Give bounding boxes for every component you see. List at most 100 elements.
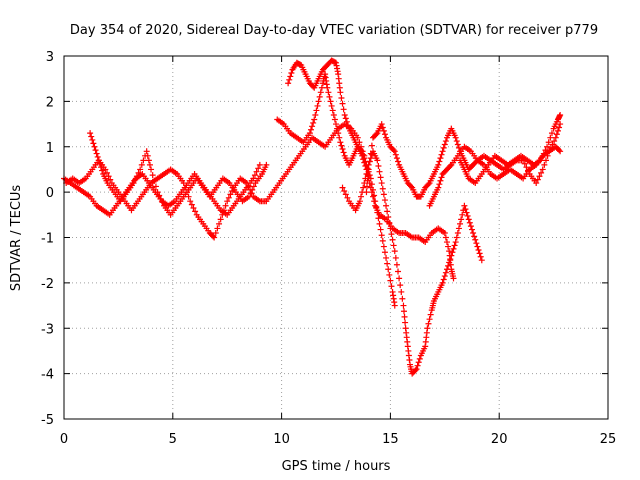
series-track-3: [87, 130, 270, 218]
data-point: [217, 216, 224, 223]
data-point: [399, 295, 406, 302]
data-point: [253, 168, 260, 175]
data-point: [87, 130, 94, 137]
y-tick-labels: -5 -4 -3 -2 -1 0 1 2 3: [41, 50, 54, 428]
data-point: [380, 191, 387, 198]
x-tick-label: 10: [273, 432, 290, 447]
data-point: [219, 211, 226, 218]
data-point: [449, 249, 456, 256]
data-point: [387, 225, 394, 232]
data-point: [408, 183, 415, 190]
data-point: [214, 225, 221, 232]
data-point: [360, 156, 367, 163]
data-point: [538, 169, 545, 176]
data-point: [187, 198, 194, 205]
data-point: [251, 172, 258, 179]
data-point: [146, 161, 153, 168]
data-point: [371, 192, 378, 199]
data-point: [88, 133, 95, 140]
data-point: [107, 176, 114, 183]
data-point: [143, 148, 150, 155]
data-point: [440, 276, 447, 283]
data-point: [541, 161, 548, 168]
data-point: [398, 288, 405, 295]
data-point: [426, 316, 433, 323]
data-point: [384, 208, 391, 215]
data-point: [443, 239, 450, 246]
data-point: [391, 302, 398, 309]
data-point: [425, 320, 432, 327]
x-tick-label: 0: [60, 432, 68, 447]
data-point: [368, 189, 375, 196]
y-tick-label: -1: [41, 232, 54, 247]
data-point: [159, 199, 166, 206]
data-point: [396, 275, 403, 282]
data-point: [211, 234, 218, 241]
data-point: [325, 89, 332, 96]
data-point: [339, 184, 346, 191]
data-point: [376, 220, 383, 227]
data-point: [381, 131, 388, 138]
data-point: [364, 177, 371, 184]
data-point: [474, 243, 481, 250]
data-point: [375, 163, 382, 170]
data-point: [448, 252, 455, 259]
data-point: [318, 84, 325, 91]
data-point: [152, 183, 159, 190]
data-point: [377, 174, 384, 181]
data-point: [91, 143, 98, 150]
data-point: [415, 359, 422, 366]
data-point: [140, 157, 147, 164]
data-point: [328, 102, 335, 109]
data-point: [376, 168, 383, 175]
data-point: [435, 161, 442, 168]
data-point: [469, 226, 475, 233]
data-point: [222, 202, 229, 209]
data-point: [336, 134, 343, 141]
data-point: [192, 208, 199, 215]
data-point: [379, 185, 386, 192]
data-point: [99, 167, 106, 174]
data-point: [462, 206, 469, 213]
data-point: [395, 158, 402, 165]
data-point: [441, 229, 448, 236]
data-point: [464, 212, 471, 219]
data-point: [89, 136, 96, 143]
x-tick-label: 15: [382, 432, 399, 447]
data-point: [545, 139, 552, 146]
data-point: [364, 183, 371, 190]
data-point: [556, 147, 563, 154]
data-point: [383, 254, 390, 261]
data-point: [455, 144, 462, 151]
data-point: [521, 160, 528, 167]
data-point: [339, 100, 346, 107]
y-axis-label: SDTVAR / TECUs: [9, 185, 24, 292]
data-point: [368, 142, 375, 149]
series-track-9: [457, 111, 564, 187]
data-point: [442, 269, 449, 276]
data-point: [341, 187, 348, 194]
data-point: [381, 249, 388, 256]
data-point: [443, 266, 450, 273]
data-point: [447, 163, 454, 170]
data-point: [379, 124, 386, 131]
data-point: [317, 89, 324, 96]
data-point: [534, 176, 541, 183]
data-point: [361, 159, 368, 166]
data-point: [315, 98, 322, 105]
data-point: [250, 183, 257, 190]
data-point: [93, 150, 100, 157]
data-point: [467, 223, 474, 230]
data-point: [103, 169, 110, 176]
data-point: [245, 193, 252, 200]
data-point: [97, 164, 104, 171]
data-point: [333, 121, 339, 128]
data-point: [286, 76, 293, 83]
data-point: [466, 219, 473, 226]
data-point: [441, 141, 448, 148]
data-point: [413, 366, 420, 373]
data-point: [454, 229, 461, 236]
data-point: [373, 131, 380, 138]
data-point: [539, 166, 546, 173]
data-point: [144, 152, 151, 159]
